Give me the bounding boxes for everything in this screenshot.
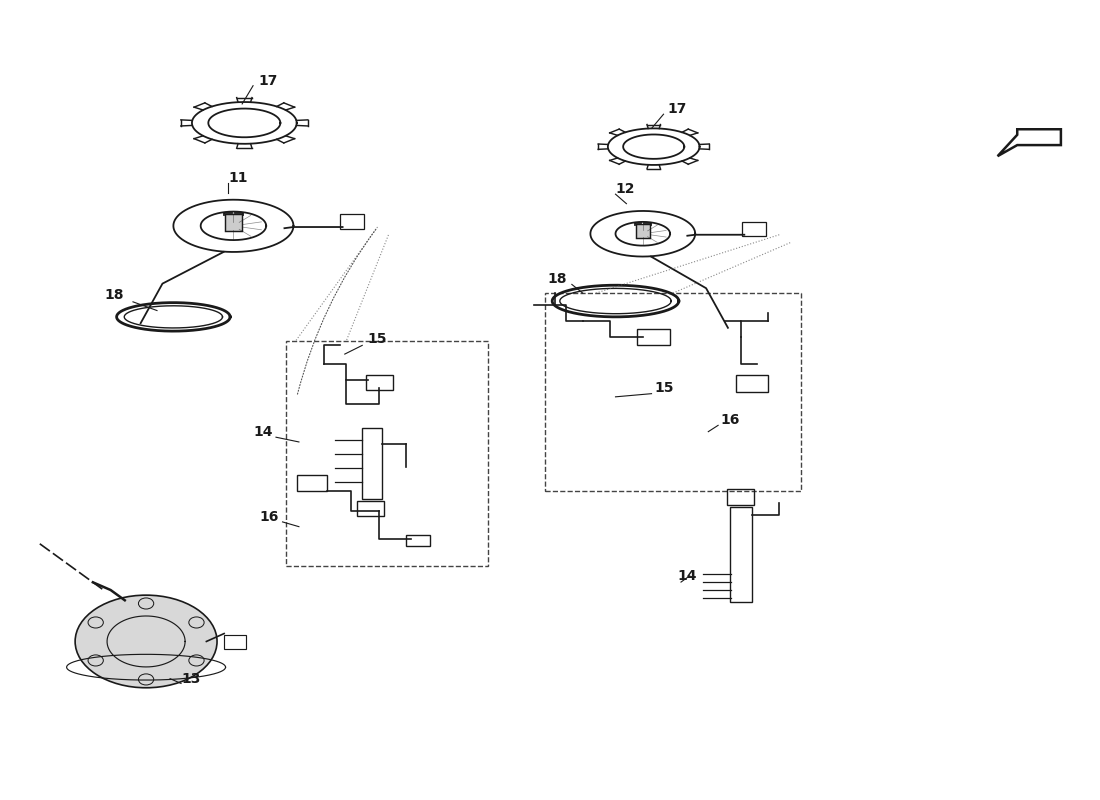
Text: 16: 16	[260, 510, 279, 524]
Text: 14: 14	[678, 570, 697, 583]
Bar	[544, 293, 801, 491]
Bar	[286, 341, 487, 566]
Ellipse shape	[75, 595, 217, 688]
Text: 12: 12	[616, 182, 635, 195]
Bar	[356, 501, 384, 516]
Text: 11: 11	[228, 170, 248, 185]
Bar	[406, 534, 430, 546]
Bar	[340, 214, 364, 229]
Text: 15: 15	[654, 381, 674, 395]
Text: 18: 18	[548, 272, 568, 286]
Text: 16: 16	[720, 413, 739, 426]
Text: 18: 18	[104, 289, 124, 302]
Bar	[727, 490, 755, 506]
Text: 17: 17	[258, 74, 278, 88]
Bar	[226, 214, 242, 231]
Bar	[637, 329, 670, 345]
Bar	[742, 222, 766, 236]
Text: 15: 15	[367, 332, 387, 346]
Text: 14: 14	[253, 425, 273, 438]
Text: 13: 13	[182, 672, 200, 686]
Text: 17: 17	[668, 102, 688, 117]
Bar	[736, 374, 768, 392]
Bar	[362, 428, 382, 499]
Bar	[224, 635, 246, 650]
Bar	[730, 507, 752, 602]
Bar	[365, 375, 393, 390]
Bar	[297, 475, 328, 491]
Bar	[636, 224, 650, 238]
